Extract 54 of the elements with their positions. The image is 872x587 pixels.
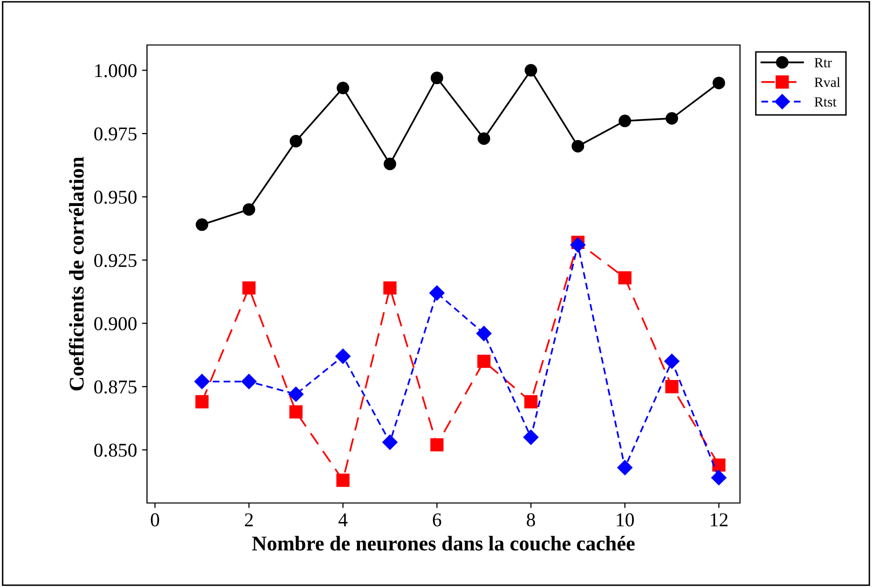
point <box>477 354 491 368</box>
y-tick-label: 0.900 <box>94 317 137 330</box>
point <box>523 430 538 445</box>
x-tick-label: 12 <box>710 513 728 526</box>
point <box>430 72 444 84</box>
y-tick-label: 0.925 <box>94 254 137 268</box>
point <box>476 326 492 342</box>
point <box>242 203 256 216</box>
point <box>335 348 351 364</box>
x-tick-label: 2 <box>244 513 253 526</box>
point <box>712 458 726 472</box>
point <box>242 281 256 295</box>
point <box>194 374 210 390</box>
point <box>290 134 302 148</box>
point <box>478 132 490 145</box>
point <box>336 82 350 94</box>
legend-label: Rtst <box>814 97 836 107</box>
y-tick-label: 1.000 <box>95 64 137 78</box>
point <box>384 158 396 170</box>
x-tick-label: 10 <box>616 513 634 526</box>
point <box>712 76 726 90</box>
point <box>664 354 680 369</box>
point <box>382 434 398 450</box>
point <box>524 395 538 408</box>
point <box>618 114 632 128</box>
point <box>383 281 397 295</box>
point <box>570 237 586 252</box>
y-tick-label: 0.975 <box>94 127 137 141</box>
legend-label: Rtr <box>814 58 832 68</box>
point <box>618 271 632 284</box>
x-tick-label: 4 <box>338 513 348 526</box>
x-tick-label: 6 <box>432 513 442 526</box>
y-axis-title: Coefficients de corrélation <box>68 156 84 390</box>
point <box>711 470 726 486</box>
x-axis-title: Nombre de neurones dans la couche cachée <box>252 536 635 551</box>
y-tick-label: 0.950 <box>94 190 137 204</box>
y-tick-label: 0.850 <box>94 444 137 457</box>
point <box>665 380 678 394</box>
y-tick-label: 0.875 <box>94 380 137 394</box>
point <box>666 112 678 125</box>
x-tick-label: 0 <box>150 513 160 526</box>
point <box>524 64 538 77</box>
point <box>617 460 632 476</box>
point <box>196 218 208 231</box>
point <box>430 438 444 452</box>
x-tick-label: 8 <box>526 513 536 526</box>
point <box>429 285 444 301</box>
point <box>336 474 350 487</box>
point <box>241 374 257 390</box>
point <box>288 386 304 402</box>
point <box>195 395 209 408</box>
point <box>572 140 584 152</box>
legend-label: Rval <box>814 77 840 87</box>
point <box>289 405 303 419</box>
